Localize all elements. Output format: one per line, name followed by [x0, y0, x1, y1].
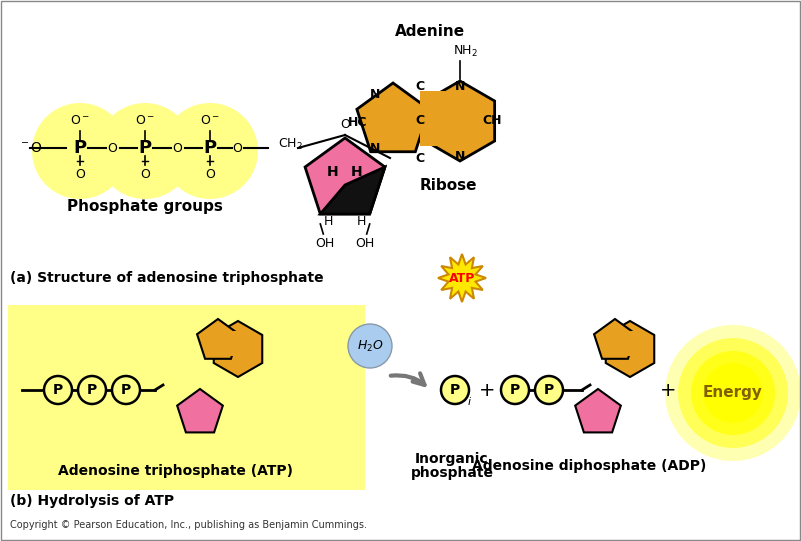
Text: (a) Structure of adenosine triphosphate: (a) Structure of adenosine triphosphate	[10, 271, 324, 285]
Text: (b) Hydrolysis of ATP: (b) Hydrolysis of ATP	[10, 494, 174, 508]
Circle shape	[501, 376, 529, 404]
Text: P: P	[53, 383, 63, 397]
Circle shape	[97, 103, 193, 199]
Text: O$^-$: O$^-$	[70, 114, 90, 127]
Polygon shape	[425, 81, 495, 161]
Circle shape	[162, 103, 258, 199]
Circle shape	[348, 324, 392, 368]
Text: i: i	[468, 397, 470, 407]
Text: N: N	[455, 80, 465, 93]
Polygon shape	[305, 138, 385, 214]
Text: OH: OH	[355, 237, 374, 250]
Circle shape	[703, 363, 763, 423]
Text: C: C	[416, 151, 425, 164]
Circle shape	[691, 351, 775, 435]
Text: P: P	[544, 383, 554, 397]
Text: O$^-$: O$^-$	[135, 114, 155, 127]
Text: +: +	[479, 380, 495, 399]
Text: C: C	[416, 115, 425, 128]
Circle shape	[678, 338, 788, 448]
Polygon shape	[420, 91, 445, 146]
Text: HC: HC	[348, 116, 368, 129]
Polygon shape	[357, 83, 429, 151]
Polygon shape	[618, 331, 638, 356]
Text: O: O	[172, 142, 183, 155]
Text: P: P	[450, 383, 460, 397]
Text: O: O	[205, 168, 215, 181]
Text: phosphate: phosphate	[410, 466, 493, 480]
Text: H: H	[351, 165, 363, 179]
Text: OH: OH	[316, 237, 335, 250]
Polygon shape	[594, 319, 636, 359]
Circle shape	[665, 325, 801, 461]
Text: Adenosine triphosphate (ATP): Adenosine triphosphate (ATP)	[58, 464, 292, 478]
Text: CH: CH	[482, 115, 501, 128]
Text: H: H	[357, 215, 366, 228]
Polygon shape	[320, 167, 385, 214]
Text: N: N	[370, 142, 380, 155]
Circle shape	[32, 103, 128, 199]
Polygon shape	[197, 319, 239, 359]
Text: Adenosine diphosphate (ADP): Adenosine diphosphate (ADP)	[472, 459, 706, 473]
Text: P: P	[121, 383, 131, 397]
Text: Phosphate groups: Phosphate groups	[67, 199, 223, 214]
Text: O: O	[140, 168, 150, 181]
Text: $^-$O: $^-$O	[18, 141, 42, 155]
Text: NH$_2$: NH$_2$	[453, 43, 477, 58]
Text: P: P	[139, 139, 151, 157]
Text: O$^-$: O$^-$	[200, 114, 220, 127]
Circle shape	[441, 376, 469, 404]
Circle shape	[535, 376, 563, 404]
Text: $H_2O$: $H_2O$	[356, 339, 384, 354]
Text: Ribose: Ribose	[420, 179, 477, 194]
Polygon shape	[606, 321, 654, 377]
Text: O: O	[340, 118, 350, 131]
Polygon shape	[214, 321, 262, 377]
Text: Copyright © Pearson Education, Inc., publishing as Benjamin Cummings.: Copyright © Pearson Education, Inc., pub…	[10, 520, 367, 530]
Polygon shape	[575, 389, 621, 432]
Circle shape	[44, 376, 72, 404]
Text: Energy: Energy	[703, 386, 763, 400]
Polygon shape	[177, 389, 223, 432]
Text: N: N	[455, 150, 465, 163]
Polygon shape	[222, 331, 242, 356]
Text: Adenine: Adenine	[395, 23, 465, 38]
Text: O: O	[232, 142, 242, 155]
Circle shape	[78, 376, 106, 404]
FancyArrowPatch shape	[391, 373, 425, 385]
Text: P: P	[203, 139, 216, 157]
Text: O: O	[107, 142, 118, 155]
Text: P: P	[87, 383, 97, 397]
Polygon shape	[438, 254, 486, 302]
Text: O: O	[75, 168, 85, 181]
Text: CH$_2$: CH$_2$	[278, 136, 303, 151]
Text: Inorganic: Inorganic	[415, 452, 489, 466]
FancyBboxPatch shape	[8, 305, 365, 490]
Text: P: P	[74, 139, 87, 157]
Text: +: +	[660, 380, 676, 399]
Text: C: C	[416, 80, 425, 93]
Text: N: N	[370, 88, 380, 101]
Circle shape	[112, 376, 140, 404]
Text: P: P	[510, 383, 520, 397]
Text: H: H	[324, 215, 333, 228]
Text: H: H	[327, 165, 339, 179]
Text: ATP: ATP	[449, 272, 475, 285]
